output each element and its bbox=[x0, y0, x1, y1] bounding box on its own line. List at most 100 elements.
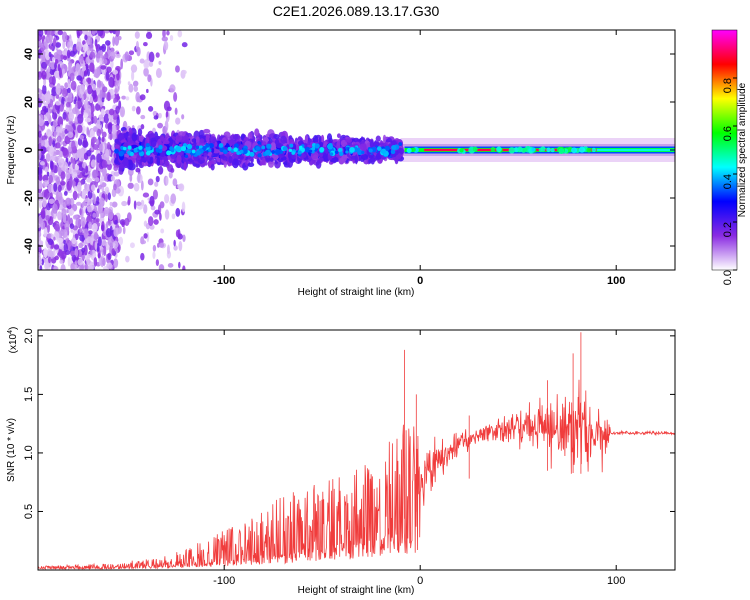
spectrogram-noise-cell bbox=[40, 207, 46, 219]
spectrogram-peak-cell bbox=[222, 149, 228, 155]
spectrogram-noise-cell bbox=[76, 31, 81, 39]
spectrogram-noise-cell bbox=[155, 52, 160, 58]
spectrogram-signal-cell bbox=[214, 141, 218, 147]
spectrogram-noise-cell bbox=[107, 91, 111, 102]
spectrogram-noise-cell bbox=[136, 46, 141, 57]
spectrogram-noise-cell bbox=[72, 107, 79, 115]
spectrogram-noise-cell bbox=[55, 42, 62, 48]
spectrogram-signal-cell bbox=[135, 167, 141, 173]
spectrogram-noise-cell bbox=[41, 70, 47, 80]
spectrogram-noise-cell bbox=[70, 250, 75, 256]
spectrogram-noise-cell bbox=[158, 242, 165, 248]
spectrogram-noise-cell bbox=[75, 217, 81, 229]
spectrogram-noise-cell bbox=[108, 76, 115, 88]
spectrogram-noise-cell bbox=[42, 197, 47, 208]
spectrogram-noise-cell bbox=[154, 209, 161, 215]
snr-y-tick-label: 1.0 bbox=[23, 445, 35, 460]
spectrogram-signal-cell bbox=[156, 156, 161, 167]
spectrogram-peak-cell bbox=[384, 145, 390, 151]
spectrogram-signal-cell bbox=[150, 137, 157, 148]
spectrogram-noise-cell bbox=[74, 248, 79, 258]
spectrogram-signal-cell bbox=[183, 161, 187, 171]
spectrogram-noise-cell bbox=[175, 117, 181, 125]
spectrogram-noise-cell bbox=[105, 40, 111, 46]
spectrogram-noise-cell bbox=[136, 204, 143, 210]
spectrogram-noise-cell bbox=[83, 228, 89, 239]
spectrogram-signal-cell bbox=[382, 134, 387, 144]
spectrogram-signal-cell bbox=[320, 134, 325, 144]
spectrogram-noise-cell bbox=[166, 30, 170, 36]
spectrogram-noise-cell bbox=[106, 262, 113, 269]
spectrogram-noise-cell bbox=[73, 185, 77, 193]
spectrogram-peak-cell bbox=[138, 145, 143, 150]
spectrogram-noise-cell bbox=[43, 247, 48, 259]
spectrogram-noise-cell bbox=[98, 114, 104, 120]
spectrogram-noise-cell bbox=[115, 105, 120, 115]
spectrogram-noise-cell bbox=[49, 146, 54, 157]
spectrogram-noise-cell bbox=[145, 31, 153, 39]
spectrogram-noise-cell bbox=[56, 190, 63, 201]
spectrogram-peak-cell bbox=[145, 143, 150, 148]
spectrogram-noise-cell bbox=[113, 97, 116, 104]
spectrogram-peak-cell bbox=[241, 148, 248, 155]
spectrogram-noise-cell bbox=[53, 236, 56, 241]
spectrogram-noise-cell bbox=[159, 212, 162, 221]
spectrogram-noise-cell bbox=[63, 243, 68, 253]
spectrogram-noise-cell bbox=[72, 190, 78, 201]
spectrogram-peak-cell bbox=[266, 143, 272, 150]
spectrogram-noise-cell bbox=[45, 214, 50, 221]
snr-series-line bbox=[38, 332, 675, 570]
spectrogram-noise-cell bbox=[87, 221, 92, 230]
spectrogram-noise-cell bbox=[140, 240, 147, 245]
spectrogram-noise-cell bbox=[119, 106, 125, 118]
spectrogram-noise-cell bbox=[60, 170, 66, 180]
spectrogram-noise-cell bbox=[92, 143, 99, 151]
spectrogram-noise-cell bbox=[61, 87, 68, 98]
spectrogram-noise-cell bbox=[55, 85, 61, 95]
spectrogram-signal-cell bbox=[368, 159, 372, 164]
spectrogram-line-blob bbox=[550, 148, 555, 153]
spectrogram-noise-cell bbox=[178, 240, 183, 252]
spectrogram-line-blob bbox=[531, 147, 536, 152]
spectrogram-noise-cell bbox=[41, 61, 48, 69]
spectrogram-noise-cell bbox=[39, 161, 45, 166]
spectrogram-noise-cell bbox=[127, 81, 131, 86]
spectrogram-signal-cell bbox=[219, 154, 225, 159]
spectrogram-signal-cell bbox=[318, 157, 324, 162]
spectrogram-noise-cell bbox=[152, 244, 157, 252]
spectrogram-noise-cell bbox=[84, 34, 88, 41]
spectrogram-noise-cell bbox=[59, 259, 64, 264]
spectrogram-noise-cell bbox=[171, 213, 176, 220]
spectrogram-noise-cell bbox=[67, 41, 71, 50]
spectrogram-signal-cell bbox=[287, 153, 293, 159]
spectrogram-peak-cell bbox=[186, 143, 192, 150]
spectrogram-noise-cell bbox=[101, 136, 105, 143]
spectrogram-noise-cell bbox=[99, 143, 104, 153]
spectrogram-line-blob bbox=[508, 147, 516, 154]
spectrogram-noise-cell bbox=[57, 30, 64, 36]
spectrogram-noise-cell bbox=[127, 182, 134, 189]
spectrogram-noise-cell bbox=[57, 184, 62, 193]
spectrogram-noise-cell bbox=[39, 265, 43, 270]
spectrogram-peak-cell bbox=[339, 151, 344, 157]
spectrogram-noise-cell bbox=[99, 89, 103, 99]
spectrogram-noise-cell bbox=[91, 88, 97, 100]
spectrogram-noise-cell bbox=[118, 236, 124, 246]
spectrogram-peak-cell bbox=[398, 142, 403, 146]
spectrogram-noise-cell bbox=[163, 40, 169, 51]
spectrogram-noise-cell bbox=[101, 90, 106, 100]
spectrogram-noise-cell bbox=[155, 67, 162, 79]
spectrogram-noise-cell bbox=[111, 248, 115, 256]
spectrogram-noise-cell bbox=[81, 67, 86, 72]
spectrogram-noise-cell bbox=[57, 157, 64, 168]
spectrogram-peak-cell bbox=[357, 149, 363, 156]
spectrogram-peak-cell bbox=[129, 151, 134, 157]
spectrogram-noise-cell bbox=[74, 259, 78, 270]
spectrogram-noise-cell bbox=[146, 88, 149, 94]
spectrogram-noise-cell bbox=[143, 41, 148, 47]
spectrogram-noise-cell bbox=[168, 171, 173, 179]
spectrogram-noise-cell bbox=[71, 237, 77, 245]
spectrogram-noise-cell bbox=[70, 156, 74, 164]
spectrogram-noise-cell bbox=[44, 262, 49, 270]
spectrogram-signal-cell bbox=[310, 151, 319, 160]
